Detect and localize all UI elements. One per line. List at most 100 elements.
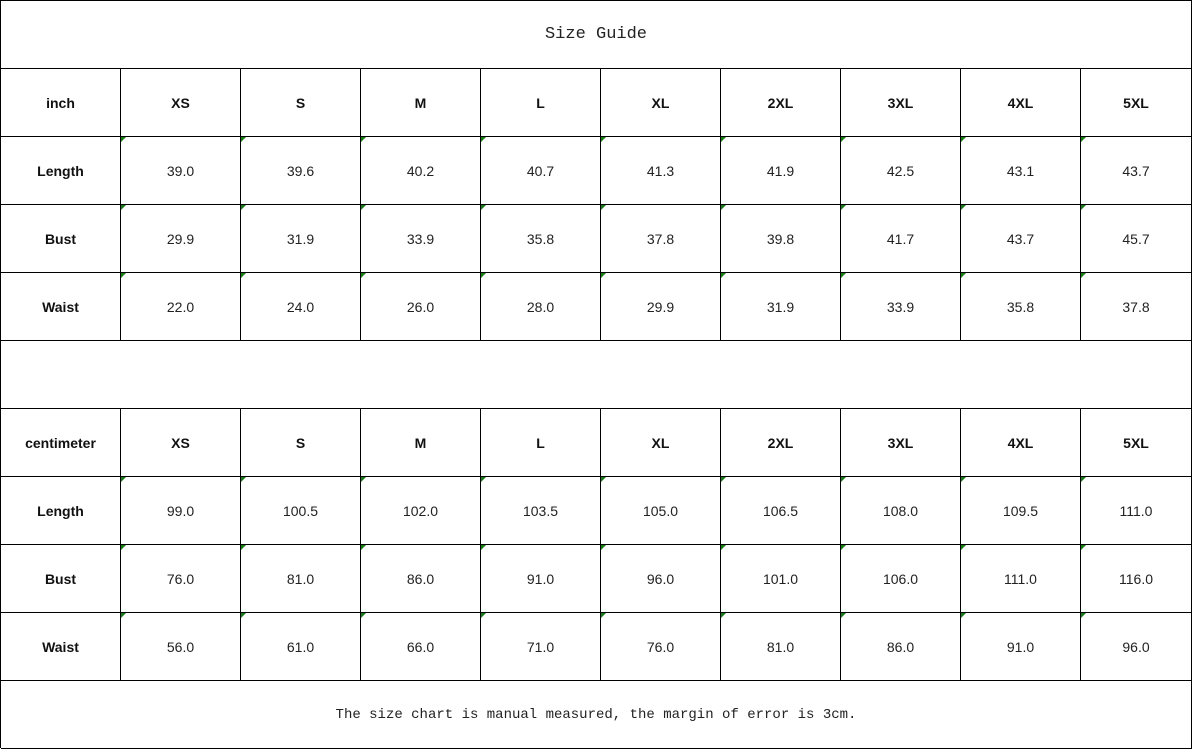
value-cell-text: 103.5 bbox=[522, 502, 559, 519]
size-header: 4XL bbox=[961, 409, 1081, 477]
size-header-text: 5XL bbox=[1123, 434, 1149, 451]
size-header: 3XL bbox=[841, 69, 961, 137]
table-row: Waist 56.0 61.0 66.0 71.0 76.0 81.0 86.0 91.0 96.… bbox=[1, 613, 1192, 681]
value-cell-text: 29.9 bbox=[646, 298, 675, 315]
value-cell: 43.7 bbox=[1081, 137, 1192, 205]
value-cell: 109.5 bbox=[961, 477, 1081, 545]
value-cell: 40.7 bbox=[481, 137, 601, 205]
row-label-text: Waist bbox=[42, 638, 79, 655]
value-cell: 81.0 bbox=[721, 613, 841, 681]
value-cell-text: 43.7 bbox=[1006, 230, 1035, 247]
value-cell-text: 37.8 bbox=[646, 230, 675, 247]
value-cell: 29.9 bbox=[601, 273, 721, 341]
value-cell-text: 111.0 bbox=[1119, 502, 1153, 519]
size-header: S bbox=[241, 69, 361, 137]
size-header-text: S bbox=[295, 434, 306, 451]
table-row: Bust 76.0 81.0 86.0 91.0 96.0 101.0 106.0 111.0 1… bbox=[1, 545, 1192, 613]
comment-marker-icon bbox=[961, 613, 966, 618]
value-cell-text: 39.8 bbox=[766, 230, 795, 247]
comment-marker-icon bbox=[241, 205, 246, 210]
row-label: Bust bbox=[1, 545, 121, 613]
value-cell: 37.8 bbox=[601, 205, 721, 273]
comment-marker-icon bbox=[721, 273, 726, 278]
size-header: 2XL bbox=[721, 69, 841, 137]
size-header: M bbox=[361, 69, 481, 137]
comment-marker-icon bbox=[241, 137, 246, 142]
size-header: 2XL bbox=[721, 409, 841, 477]
value-cell: 33.9 bbox=[361, 205, 481, 273]
value-cell: 106.5 bbox=[721, 477, 841, 545]
value-cell: 111.0 bbox=[961, 545, 1081, 613]
value-cell: 22.0 bbox=[121, 273, 241, 341]
size-header: L bbox=[481, 409, 601, 477]
comment-marker-icon bbox=[721, 137, 726, 142]
value-cell: 41.7 bbox=[841, 205, 961, 273]
value-cell-text: 81.0 bbox=[286, 570, 315, 587]
value-cell: 99.0 bbox=[121, 477, 241, 545]
value-cell: 45.7 bbox=[1081, 205, 1192, 273]
comment-marker-icon bbox=[961, 137, 966, 142]
row-label-text: Waist bbox=[42, 298, 79, 315]
table-row: Length 39.0 39.6 40.2 40.7 41.3 41.9 42.5 43.1 43… bbox=[1, 137, 1192, 205]
comment-marker-icon bbox=[1081, 613, 1086, 618]
table-row: Waist 22.0 24.0 26.0 28.0 29.9 31.9 33.9 35.8 37.… bbox=[1, 273, 1192, 341]
row-label: Waist bbox=[1, 273, 121, 341]
comment-marker-icon bbox=[841, 545, 846, 550]
empty-cell bbox=[1, 341, 1192, 409]
value-cell: 111.0 bbox=[1081, 477, 1192, 545]
value-cell-text: 37.8 bbox=[1122, 298, 1150, 315]
comment-marker-icon bbox=[721, 613, 726, 618]
unit-header: centimeter bbox=[1, 409, 121, 477]
comment-marker-icon bbox=[361, 205, 366, 210]
value-cell-text: 86.0 bbox=[886, 638, 915, 655]
comment-marker-icon bbox=[721, 477, 726, 482]
comment-marker-icon bbox=[121, 273, 126, 278]
comment-marker-icon bbox=[961, 477, 966, 482]
spacer-row bbox=[1, 341, 1192, 409]
value-cell-text: 39.0 bbox=[166, 162, 195, 179]
value-cell: 35.8 bbox=[481, 205, 601, 273]
value-cell: 91.0 bbox=[481, 545, 601, 613]
comment-marker-icon bbox=[361, 137, 366, 142]
value-cell-text: 41.9 bbox=[766, 162, 795, 179]
value-cell-text: 108.0 bbox=[882, 502, 919, 519]
row-label: Waist bbox=[1, 613, 121, 681]
comment-marker-icon bbox=[601, 273, 606, 278]
value-cell: 39.0 bbox=[121, 137, 241, 205]
size-header-text: 2XL bbox=[767, 94, 794, 111]
title-row: Size Guide bbox=[1, 1, 1192, 69]
comment-marker-icon bbox=[1081, 273, 1086, 278]
value-cell: 71.0 bbox=[481, 613, 601, 681]
comment-marker-icon bbox=[601, 545, 606, 550]
value-cell-text: 71.0 bbox=[526, 638, 555, 655]
comment-marker-icon bbox=[601, 137, 606, 142]
comment-marker-icon bbox=[121, 137, 126, 142]
value-cell: 103.5 bbox=[481, 477, 601, 545]
value-cell: 101.0 bbox=[721, 545, 841, 613]
value-cell-text: 35.8 bbox=[526, 230, 555, 247]
value-cell: 81.0 bbox=[241, 545, 361, 613]
value-cell-text: 22.0 bbox=[166, 298, 195, 315]
comment-marker-icon bbox=[1081, 137, 1086, 142]
size-header-text: M bbox=[414, 94, 427, 111]
value-cell-text: 33.9 bbox=[886, 298, 915, 315]
value-cell-text: 106.5 bbox=[762, 502, 799, 519]
size-header: 5XL bbox=[1081, 409, 1192, 477]
value-cell-text: 101.0 bbox=[762, 570, 799, 587]
value-cell-text: 33.9 bbox=[406, 230, 435, 247]
size-header: XS bbox=[121, 69, 241, 137]
row-label: Length bbox=[1, 477, 121, 545]
value-cell-text: 40.2 bbox=[406, 162, 435, 179]
value-cell: 40.2 bbox=[361, 137, 481, 205]
value-cell-text: 111.0 bbox=[1004, 570, 1037, 587]
value-cell-text: 40.7 bbox=[526, 162, 555, 179]
size-header-text: 5XL bbox=[1123, 94, 1149, 111]
value-cell-text: 109.5 bbox=[1002, 502, 1039, 519]
value-cell-text: 31.9 bbox=[766, 298, 795, 315]
size-header-text: L bbox=[536, 94, 545, 111]
comment-marker-icon bbox=[241, 273, 246, 278]
size-header-text: XL bbox=[651, 94, 670, 111]
row-label-text: Bust bbox=[44, 570, 77, 587]
value-cell-text: 86.0 bbox=[406, 570, 435, 587]
